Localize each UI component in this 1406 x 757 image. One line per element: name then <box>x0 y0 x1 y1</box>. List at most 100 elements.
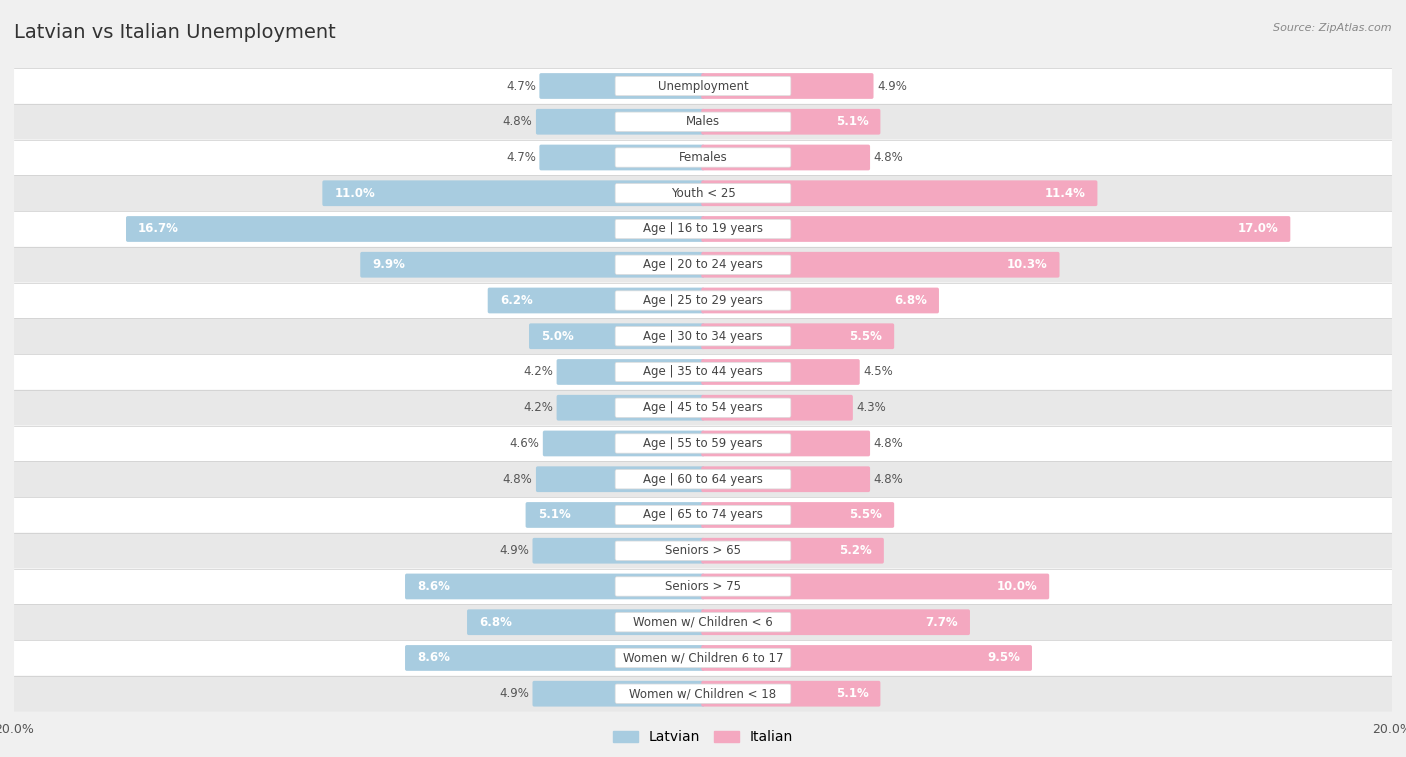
FancyBboxPatch shape <box>557 359 704 385</box>
FancyBboxPatch shape <box>536 466 704 492</box>
Text: 4.9%: 4.9% <box>499 687 529 700</box>
FancyBboxPatch shape <box>616 291 790 310</box>
FancyBboxPatch shape <box>533 681 704 706</box>
FancyBboxPatch shape <box>702 109 880 135</box>
Text: 5.1%: 5.1% <box>537 509 571 522</box>
FancyBboxPatch shape <box>616 184 790 203</box>
FancyBboxPatch shape <box>702 217 1291 242</box>
Text: Age | 35 to 44 years: Age | 35 to 44 years <box>643 366 763 378</box>
Text: 4.2%: 4.2% <box>523 401 553 414</box>
FancyBboxPatch shape <box>14 569 1392 604</box>
FancyBboxPatch shape <box>702 73 873 99</box>
FancyBboxPatch shape <box>702 431 870 456</box>
FancyBboxPatch shape <box>14 139 1392 176</box>
Text: Females: Females <box>679 151 727 164</box>
FancyBboxPatch shape <box>526 502 704 528</box>
Text: 4.8%: 4.8% <box>873 151 903 164</box>
Text: Women w/ Children < 18: Women w/ Children < 18 <box>630 687 776 700</box>
Text: 11.4%: 11.4% <box>1045 187 1085 200</box>
FancyBboxPatch shape <box>405 574 704 600</box>
FancyBboxPatch shape <box>540 73 704 99</box>
FancyBboxPatch shape <box>702 145 870 170</box>
Text: Latvian vs Italian Unemployment: Latvian vs Italian Unemployment <box>14 23 336 42</box>
Text: 5.1%: 5.1% <box>835 115 869 128</box>
FancyBboxPatch shape <box>14 497 1392 533</box>
Text: Women w/ Children < 6: Women w/ Children < 6 <box>633 615 773 629</box>
Text: 5.0%: 5.0% <box>541 330 574 343</box>
Text: 11.0%: 11.0% <box>335 187 375 200</box>
FancyBboxPatch shape <box>127 217 704 242</box>
FancyBboxPatch shape <box>14 604 1392 640</box>
FancyBboxPatch shape <box>14 319 1392 354</box>
Text: 10.0%: 10.0% <box>997 580 1038 593</box>
FancyBboxPatch shape <box>702 609 970 635</box>
FancyBboxPatch shape <box>702 466 870 492</box>
FancyBboxPatch shape <box>14 390 1392 425</box>
Text: 5.5%: 5.5% <box>849 330 882 343</box>
Text: Seniors > 75: Seniors > 75 <box>665 580 741 593</box>
FancyBboxPatch shape <box>616 541 790 560</box>
FancyBboxPatch shape <box>702 359 859 385</box>
Text: 6.2%: 6.2% <box>499 294 533 307</box>
FancyBboxPatch shape <box>557 395 704 421</box>
Text: 6.8%: 6.8% <box>479 615 512 629</box>
FancyBboxPatch shape <box>14 176 1392 211</box>
FancyBboxPatch shape <box>702 681 880 706</box>
Text: 4.8%: 4.8% <box>873 472 903 486</box>
FancyBboxPatch shape <box>14 533 1392 569</box>
FancyBboxPatch shape <box>14 247 1392 282</box>
Text: 4.2%: 4.2% <box>523 366 553 378</box>
Text: 5.5%: 5.5% <box>849 509 882 522</box>
Text: 4.9%: 4.9% <box>877 79 907 92</box>
FancyBboxPatch shape <box>360 252 704 278</box>
FancyBboxPatch shape <box>616 577 790 596</box>
FancyBboxPatch shape <box>533 538 704 563</box>
Text: 9.5%: 9.5% <box>987 652 1019 665</box>
Text: 5.1%: 5.1% <box>835 687 869 700</box>
FancyBboxPatch shape <box>702 252 1060 278</box>
Text: Youth < 25: Youth < 25 <box>671 187 735 200</box>
FancyBboxPatch shape <box>540 145 704 170</box>
Text: 17.0%: 17.0% <box>1237 223 1278 235</box>
FancyBboxPatch shape <box>702 574 1049 600</box>
Text: 8.6%: 8.6% <box>418 580 450 593</box>
FancyBboxPatch shape <box>616 469 790 489</box>
Text: Unemployment: Unemployment <box>658 79 748 92</box>
Text: Age | 25 to 29 years: Age | 25 to 29 years <box>643 294 763 307</box>
Text: Age | 16 to 19 years: Age | 16 to 19 years <box>643 223 763 235</box>
Text: 4.7%: 4.7% <box>506 151 536 164</box>
Text: 6.8%: 6.8% <box>894 294 927 307</box>
FancyBboxPatch shape <box>702 538 884 563</box>
FancyBboxPatch shape <box>702 323 894 349</box>
FancyBboxPatch shape <box>14 354 1392 390</box>
Text: 5.2%: 5.2% <box>839 544 872 557</box>
FancyBboxPatch shape <box>616 326 790 346</box>
Text: 8.6%: 8.6% <box>418 652 450 665</box>
Text: 4.8%: 4.8% <box>873 437 903 450</box>
FancyBboxPatch shape <box>702 395 853 421</box>
FancyBboxPatch shape <box>14 104 1392 139</box>
FancyBboxPatch shape <box>14 425 1392 461</box>
FancyBboxPatch shape <box>616 363 790 382</box>
Text: Seniors > 65: Seniors > 65 <box>665 544 741 557</box>
FancyBboxPatch shape <box>616 398 790 417</box>
FancyBboxPatch shape <box>616 255 790 274</box>
FancyBboxPatch shape <box>467 609 704 635</box>
FancyBboxPatch shape <box>616 648 790 668</box>
FancyBboxPatch shape <box>543 431 704 456</box>
Text: Women w/ Children 6 to 17: Women w/ Children 6 to 17 <box>623 652 783 665</box>
FancyBboxPatch shape <box>616 76 790 95</box>
FancyBboxPatch shape <box>702 180 1098 206</box>
FancyBboxPatch shape <box>14 68 1392 104</box>
FancyBboxPatch shape <box>529 323 704 349</box>
Text: Age | 60 to 64 years: Age | 60 to 64 years <box>643 472 763 486</box>
Text: Age | 55 to 59 years: Age | 55 to 59 years <box>643 437 763 450</box>
FancyBboxPatch shape <box>14 461 1392 497</box>
FancyBboxPatch shape <box>322 180 704 206</box>
Text: 4.9%: 4.9% <box>499 544 529 557</box>
FancyBboxPatch shape <box>616 220 790 238</box>
Text: Age | 30 to 34 years: Age | 30 to 34 years <box>643 330 763 343</box>
FancyBboxPatch shape <box>702 502 894 528</box>
Text: 4.7%: 4.7% <box>506 79 536 92</box>
Text: Source: ZipAtlas.com: Source: ZipAtlas.com <box>1274 23 1392 33</box>
